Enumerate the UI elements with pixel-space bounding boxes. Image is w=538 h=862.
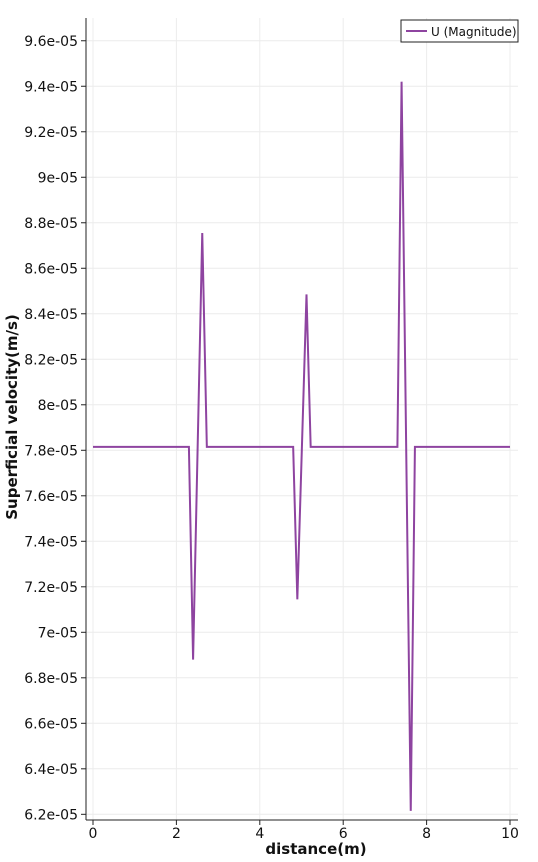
legend-label: U (Magnitude) (431, 25, 517, 39)
x-tick-label: 8 (422, 826, 431, 842)
legend-box (400, 19, 519, 43)
x-axis-ticks: 0 2 4 6 8 10 (89, 820, 519, 842)
y-tick-label: 8e-05 (38, 398, 78, 414)
y-axis-ticks: 6.2e-05 6.4e-05 6.6e-05 6.8e-05 7e-05 7.2e-05… (24, 34, 86, 823)
x-tick-label: 0 (89, 826, 98, 842)
y-tick-label: 8.4e-05 (24, 307, 78, 323)
y-tick-label: 7e-05 (38, 625, 78, 641)
y-tick-label: 8.6e-05 (24, 261, 78, 277)
y-axis-title: Superficial velocity(m/s) (3, 314, 21, 520)
x-tick-label: 6 (339, 826, 348, 842)
y-tick-label: 6.2e-05 (24, 807, 78, 823)
axes (85, 18, 518, 821)
y-tick-label: 8.8e-05 (24, 216, 78, 232)
legend: U (Magnitude) (400, 19, 519, 43)
x-tick-label: 4 (255, 826, 264, 842)
x-axis-title: distance(m) (265, 840, 366, 858)
y-tick-label: 6.6e-05 (24, 716, 78, 732)
y-tick-label: 6.4e-05 (24, 762, 78, 778)
y-tick-label: 6.8e-05 (24, 671, 78, 687)
x-tick-label: 10 (501, 826, 519, 842)
y-tick-label: 8.2e-05 (24, 352, 78, 368)
y-tick-label: 7.4e-05 (24, 534, 78, 550)
series-line (93, 81, 510, 811)
y-tick-label: 9.6e-05 (24, 34, 78, 50)
y-tick-label: 9.4e-05 (24, 79, 78, 95)
y-tick-label: 7.6e-05 (24, 489, 78, 505)
y-tick-label: 7.8e-05 (24, 443, 78, 459)
y-tick-label: 9.2e-05 (24, 125, 78, 141)
grid-lines (86, 18, 518, 820)
x-tick-label: 2 (172, 826, 181, 842)
series-lines (93, 81, 510, 811)
y-tick-label: 7.2e-05 (24, 580, 78, 596)
y-tick-label: 9e-05 (38, 170, 78, 186)
